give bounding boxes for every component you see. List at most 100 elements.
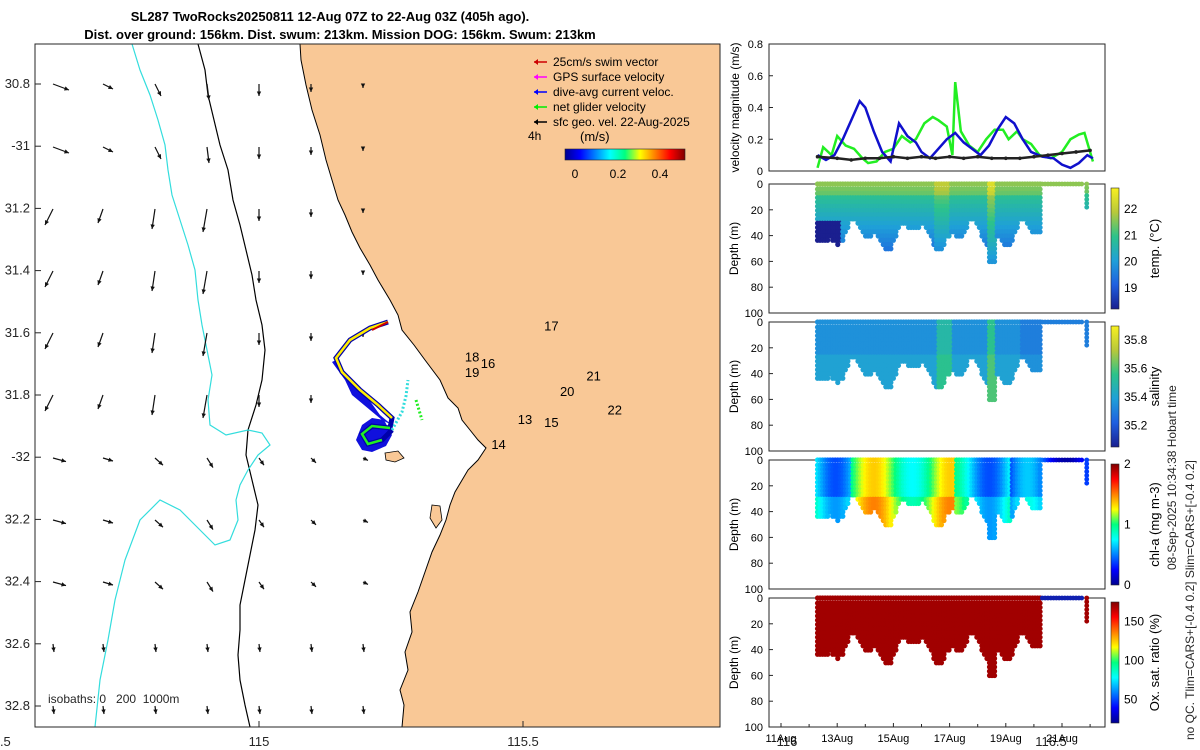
section-point	[941, 241, 947, 248]
x-tick-label: 15Aug	[877, 733, 909, 745]
colorbar-tick-label: 100	[1124, 654, 1144, 668]
section-point	[1084, 200, 1090, 206]
velocity-arrow-head	[201, 351, 206, 356]
section-point	[991, 241, 998, 248]
section-point	[895, 224, 902, 231]
y-tick-label: 0	[757, 179, 763, 191]
y-tick-label: 80	[751, 558, 763, 570]
lon-tick-label: 115	[249, 734, 270, 749]
section-point	[893, 643, 899, 649]
section-point	[991, 522, 998, 528]
legend-label: net glider velocity	[553, 100, 646, 114]
colorbar-tick-label: 22	[1124, 202, 1138, 216]
section-point	[941, 655, 947, 662]
legend-label: GPS surface velocity	[553, 70, 664, 84]
lat-tick-label: -32	[11, 449, 30, 464]
velocity-arrow-head	[363, 580, 368, 585]
glider-track	[332, 319, 424, 452]
velocity-point	[1032, 154, 1036, 159]
colorbar-tick-label: 35.4	[1124, 390, 1148, 404]
lat-tick-label: 32.8	[5, 698, 30, 713]
section-point	[991, 534, 998, 541]
section-point	[835, 379, 841, 386]
colorbar-tick: 0.4	[652, 167, 669, 181]
velocity-arrow-head	[61, 458, 66, 463]
section-point	[1037, 216, 1043, 222]
section-point	[1014, 358, 1020, 364]
section-point	[991, 517, 998, 524]
section-point	[825, 651, 831, 657]
section-point	[845, 358, 851, 364]
section-point	[842, 643, 848, 649]
section-point	[895, 500, 902, 507]
section-point	[868, 371, 874, 377]
section-point	[938, 660, 945, 666]
section-point	[888, 379, 894, 386]
section-point	[888, 384, 894, 390]
y-tick-label: 0	[757, 166, 763, 178]
section-point	[895, 362, 902, 369]
colorbar-tick-label: 2	[1124, 457, 1131, 471]
colorbar-tick-label: 35.8	[1124, 333, 1148, 347]
section-point	[1084, 342, 1090, 348]
section-point	[961, 505, 967, 511]
velocity-arrow-head	[308, 398, 314, 403]
section-point	[1079, 595, 1085, 601]
section-point	[1084, 181, 1090, 187]
y-tick-label: 40	[751, 231, 763, 243]
section-point	[895, 638, 902, 645]
chart-title-line1: SL287 TwoRocks20250811 12-Aug 07Z to 22-…	[130, 9, 530, 24]
section-point	[1007, 379, 1013, 386]
section-point	[1037, 638, 1043, 645]
y-tick-label: 40	[751, 369, 763, 381]
section-point	[1009, 647, 1015, 653]
lat-ticks: 30.8-3131.231.431.631.8-3232.232.432.632…	[5, 76, 41, 713]
section-point	[964, 496, 970, 502]
section-point	[916, 224, 922, 231]
legend-swatch-head	[534, 89, 538, 95]
section-point	[1037, 621, 1043, 628]
surface-velocity-arrows	[44, 83, 369, 715]
velocity-arrow-head	[61, 582, 66, 587]
lon-tick-label: 116.5	[1035, 734, 1067, 749]
x-tick-label: 17Aug	[934, 733, 966, 745]
velocity-arrow-head	[45, 220, 49, 225]
day-label: 13	[518, 412, 532, 427]
legend-swatch-head	[534, 119, 538, 125]
velocity-arrow-head	[108, 85, 113, 89]
y-tick-label: 0.4	[748, 103, 763, 115]
colorbar-tick-label: 19	[1124, 281, 1138, 295]
velocity-arrow-head	[361, 709, 366, 714]
section-point	[961, 367, 967, 373]
section-point	[1084, 465, 1090, 471]
velocity-arrow-head	[257, 647, 262, 652]
section-point	[991, 660, 998, 666]
section-point	[840, 237, 846, 243]
section-point	[1084, 457, 1090, 463]
section-point	[840, 375, 846, 381]
legend-label: dive-avg current veloc.	[553, 85, 674, 99]
section-point	[1009, 371, 1015, 377]
section-point	[1084, 189, 1090, 195]
velocity-arrow-head	[308, 336, 314, 341]
velocity-arrow-head	[309, 647, 314, 652]
legend-swatch-head	[534, 74, 538, 80]
velocity-point	[891, 154, 896, 159]
section-point	[964, 220, 970, 226]
section-point	[991, 655, 998, 662]
colorbar-tick-label: 35.2	[1124, 419, 1148, 433]
section-point	[991, 396, 998, 403]
section-point	[941, 237, 947, 243]
section-point	[941, 651, 947, 657]
section-point	[959, 371, 965, 377]
section-point	[840, 509, 846, 515]
lat-tick-label: -31	[11, 138, 30, 153]
velocity-point	[905, 156, 910, 161]
section-point	[840, 233, 846, 239]
velocity-arrow-head	[311, 582, 316, 587]
